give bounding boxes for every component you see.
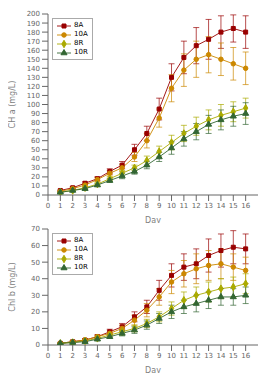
svg-text:CH a (mg/L): CH a (mg/L) (8, 81, 17, 129)
svg-text:120: 120 (27, 83, 40, 91)
svg-text:6: 6 (120, 352, 125, 360)
svg-text:15: 15 (229, 202, 238, 210)
svg-text:Day: Day (145, 366, 161, 373)
svg-text:15: 15 (229, 352, 238, 360)
svg-text:10: 10 (167, 202, 176, 210)
svg-text:4: 4 (95, 202, 100, 210)
svg-text:7: 7 (132, 352, 136, 360)
svg-text:3: 3 (83, 202, 87, 210)
svg-text:20: 20 (31, 308, 40, 316)
svg-text:110: 110 (27, 92, 40, 100)
svg-text:80: 80 (31, 119, 40, 127)
svg-text:40: 40 (31, 155, 40, 163)
svg-text:40: 40 (31, 275, 40, 283)
svg-text:60: 60 (31, 137, 40, 145)
svg-text:140: 140 (27, 65, 40, 73)
svg-text:12: 12 (192, 352, 201, 360)
svg-text:10: 10 (31, 182, 40, 190)
svg-text:14: 14 (216, 352, 225, 360)
svg-text:3: 3 (83, 352, 87, 360)
html-text:8A: 8A (74, 236, 84, 244)
svg-text:170: 170 (27, 38, 40, 46)
svg-text:60: 60 (31, 242, 40, 250)
svg-text:50: 50 (31, 146, 40, 154)
svg-text:0: 0 (46, 202, 50, 210)
svg-text:160: 160 (27, 47, 40, 55)
svg-text:5: 5 (108, 352, 112, 360)
svg-text:30: 30 (31, 292, 40, 300)
svg-text:190: 190 (27, 20, 40, 28)
svg-text:0: 0 (36, 191, 40, 199)
svg-text:0: 0 (46, 352, 50, 360)
svg-text:1: 1 (58, 202, 62, 210)
html-text:10R: 10R (74, 48, 88, 56)
svg-text:30: 30 (31, 164, 40, 172)
svg-text:9: 9 (157, 202, 161, 210)
svg-text:130: 130 (27, 74, 40, 82)
html-text:10A: 10A (74, 245, 88, 253)
svg-text:11: 11 (179, 202, 188, 210)
svg-text:4: 4 (95, 352, 100, 360)
html-text:8R: 8R (74, 39, 84, 47)
svg-text:8: 8 (145, 202, 149, 210)
svg-text:150: 150 (27, 56, 40, 64)
svg-text:90: 90 (31, 110, 40, 118)
svg-text:Chl b (mg/L): Chl b (mg/L) (8, 262, 17, 311)
svg-text:20: 20 (31, 173, 40, 181)
svg-text:11: 11 (179, 352, 188, 360)
svg-text:6: 6 (120, 202, 125, 210)
svg-text:13: 13 (204, 202, 213, 210)
svg-text:100: 100 (27, 101, 40, 109)
svg-text:16: 16 (241, 202, 250, 210)
svg-text:50: 50 (31, 259, 40, 267)
svg-text:200: 200 (27, 10, 40, 18)
svg-text:2: 2 (70, 202, 74, 210)
html-text:10R: 10R (74, 263, 88, 271)
svg-text:Day: Day (145, 216, 161, 223)
svg-text:14: 14 (216, 202, 225, 210)
svg-text:16: 16 (241, 352, 250, 360)
svg-text:2: 2 (70, 352, 74, 360)
svg-text:8: 8 (145, 352, 149, 360)
svg-text:70: 70 (31, 225, 40, 233)
svg-text:180: 180 (27, 29, 40, 37)
svg-text:9: 9 (157, 352, 161, 360)
svg-text:1: 1 (58, 352, 62, 360)
svg-text:70: 70 (31, 128, 40, 136)
svg-text:12: 12 (192, 202, 201, 210)
svg-text:5: 5 (108, 202, 112, 210)
svg-text:13: 13 (204, 352, 213, 360)
svg-text:10: 10 (167, 352, 176, 360)
html-text:8R: 8R (74, 254, 84, 262)
html-text:10A: 10A (74, 30, 88, 38)
svg-text:0: 0 (36, 341, 40, 349)
html-text:8A: 8A (74, 21, 84, 29)
svg-text:7: 7 (132, 202, 136, 210)
svg-text:10: 10 (31, 325, 40, 333)
